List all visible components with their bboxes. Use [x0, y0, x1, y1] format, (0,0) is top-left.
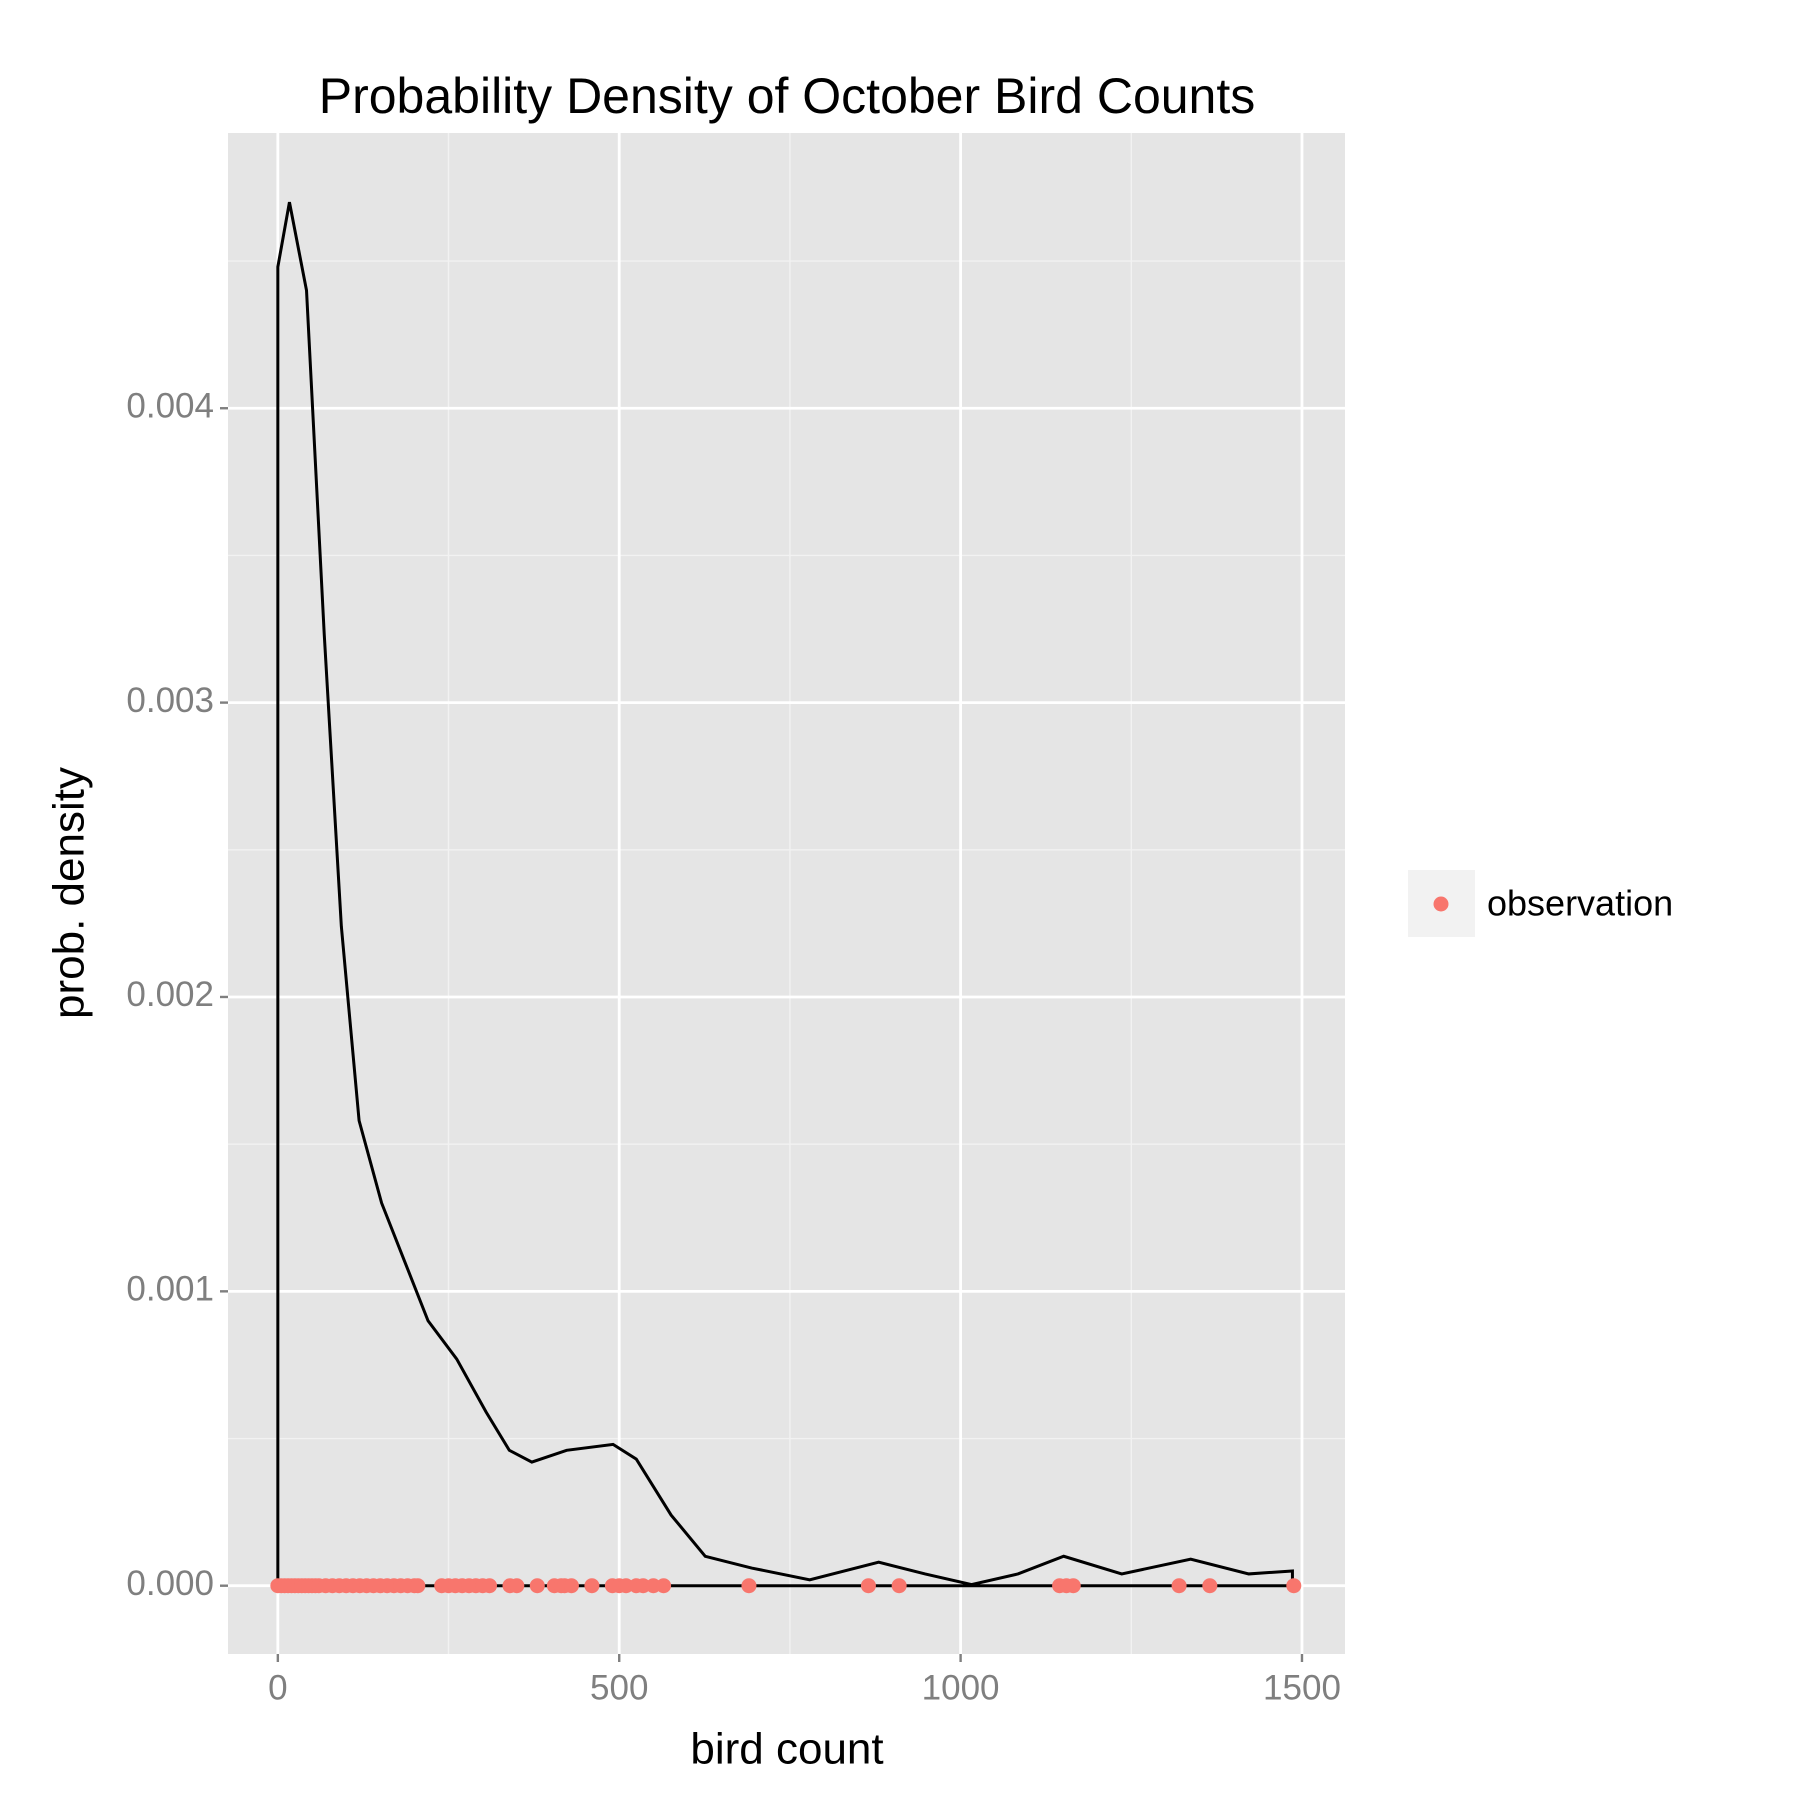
- x-tick-label: 1000: [922, 1668, 1000, 1707]
- legend-marker: [1433, 896, 1449, 912]
- legend-label: observation: [1487, 883, 1673, 924]
- chart-title: Probability Density of October Bird Coun…: [319, 68, 1256, 124]
- x-tick-label: 500: [590, 1668, 648, 1707]
- panel: [228, 133, 1345, 1654]
- observation-point: [656, 1578, 672, 1594]
- observation-point: [1202, 1578, 1218, 1594]
- y-axis-title: prob. density: [45, 767, 94, 1019]
- observation-point: [1065, 1578, 1081, 1594]
- y-tick-label: 0.003: [126, 681, 214, 720]
- y-tick-label: 0.004: [126, 386, 214, 425]
- density-line: [276, 201, 1294, 1588]
- y-tick-label: 0.002: [126, 975, 214, 1014]
- observation-point: [481, 1578, 497, 1594]
- x-tick-label: 1500: [1263, 1668, 1341, 1707]
- observation-point: [509, 1578, 525, 1594]
- y-tick-label: 0.001: [126, 1270, 214, 1309]
- observation-point: [529, 1578, 545, 1594]
- observation-point: [410, 1578, 426, 1594]
- observation-point: [563, 1578, 579, 1594]
- observation-point: [584, 1578, 600, 1594]
- x-axis-title: bird count: [690, 1725, 883, 1774]
- observation-point: [1171, 1578, 1187, 1594]
- observation-point: [891, 1578, 907, 1594]
- observation-point: [860, 1578, 876, 1594]
- y-tick-label: 0.000: [126, 1564, 214, 1603]
- observation-point: [741, 1578, 757, 1594]
- observation-point: [1286, 1578, 1302, 1594]
- x-tick-label: 0: [268, 1668, 287, 1707]
